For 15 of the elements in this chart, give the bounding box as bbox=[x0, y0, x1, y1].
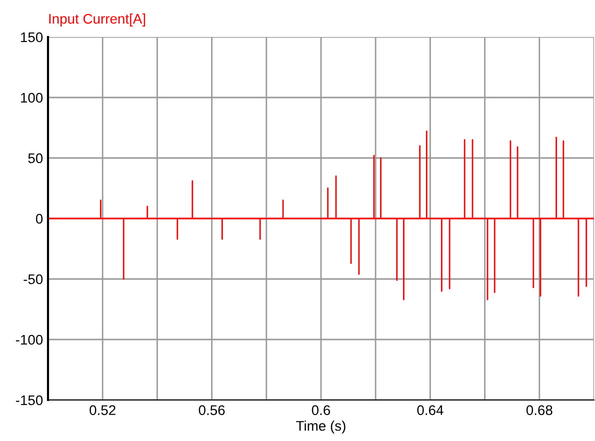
y-tick-label: 150 bbox=[21, 32, 43, 42]
y-tick-label: 100 bbox=[21, 92, 43, 103]
x-tick-label: 0.64 bbox=[417, 405, 444, 416]
x-tick-label: 0.68 bbox=[526, 405, 552, 416]
y-tick-label: -50 bbox=[24, 274, 43, 284]
y-tick-label: -150 bbox=[16, 395, 43, 406]
y-tick-label: 50 bbox=[28, 153, 43, 164]
y-tick-label: 0 bbox=[36, 214, 43, 224]
x-axis-title: Time (s) bbox=[296, 420, 346, 434]
x-tick-label: 0.6 bbox=[312, 405, 330, 416]
line-series bbox=[48, 130, 594, 300]
chart-title: Input Current[A] bbox=[49, 14, 146, 26]
x-tick-label: 0.56 bbox=[198, 405, 225, 416]
x-tick-label: 0.52 bbox=[90, 405, 116, 416]
y-tick-label: -100 bbox=[16, 334, 43, 345]
